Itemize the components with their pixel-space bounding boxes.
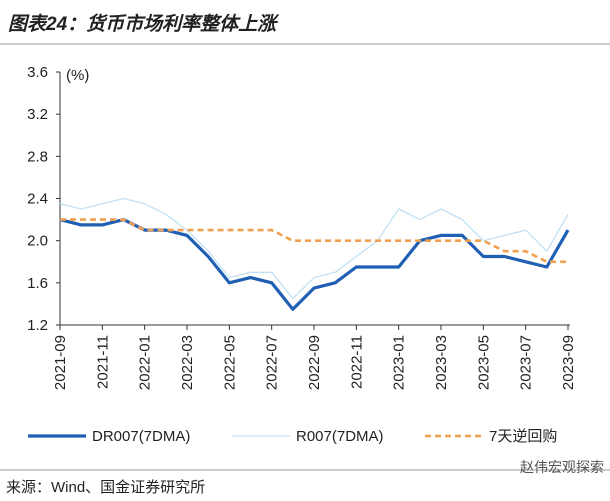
y-tick-label: 2.0 [27,233,48,250]
x-tick-label: 2022-01 [137,335,154,390]
y-tick-label: 3.6 [27,64,48,81]
x-tick-label: 2023-01 [391,335,408,390]
series-line [59,218,570,311]
x-tick-label: 2023-03 [433,335,450,390]
x-tick-label: 2021-11 [94,335,111,389]
y-tick-label: 2.8 [27,148,48,165]
x-tick-label: 2022-07 [264,335,281,390]
x-tick-label: 2022-11 [348,335,365,389]
x-tick-label: 2022-03 [179,335,196,390]
y-tick-label: 1.6 [27,275,48,292]
y-axis-label: (%) [66,67,89,84]
legend-label: 7天逆回购 [489,428,557,445]
x-tick-label: 2023-07 [518,335,535,390]
y-tick-label: 2.4 [27,191,48,208]
x-tick-label: 2021-09 [52,335,69,390]
x-tick-label: 2023-09 [560,335,577,390]
series-line [59,197,569,300]
legend-label: DR007(7DMA) [92,428,190,445]
source: 来源：Wind、国金证券研究所 [6,479,205,496]
chart-title: 图表24：货币市场利率整体上涨 [8,13,280,35]
legend-label: R007(7DMA) [296,428,384,445]
x-tick-label: 2022-09 [306,335,323,390]
x-tick-label: 2023-05 [475,335,492,390]
x-tick-label: 2022-05 [221,335,238,390]
y-tick-label: 3.2 [27,106,48,123]
watermark: 赵伟宏观探索 [520,459,604,475]
y-tick-label: 1.2 [27,317,48,334]
